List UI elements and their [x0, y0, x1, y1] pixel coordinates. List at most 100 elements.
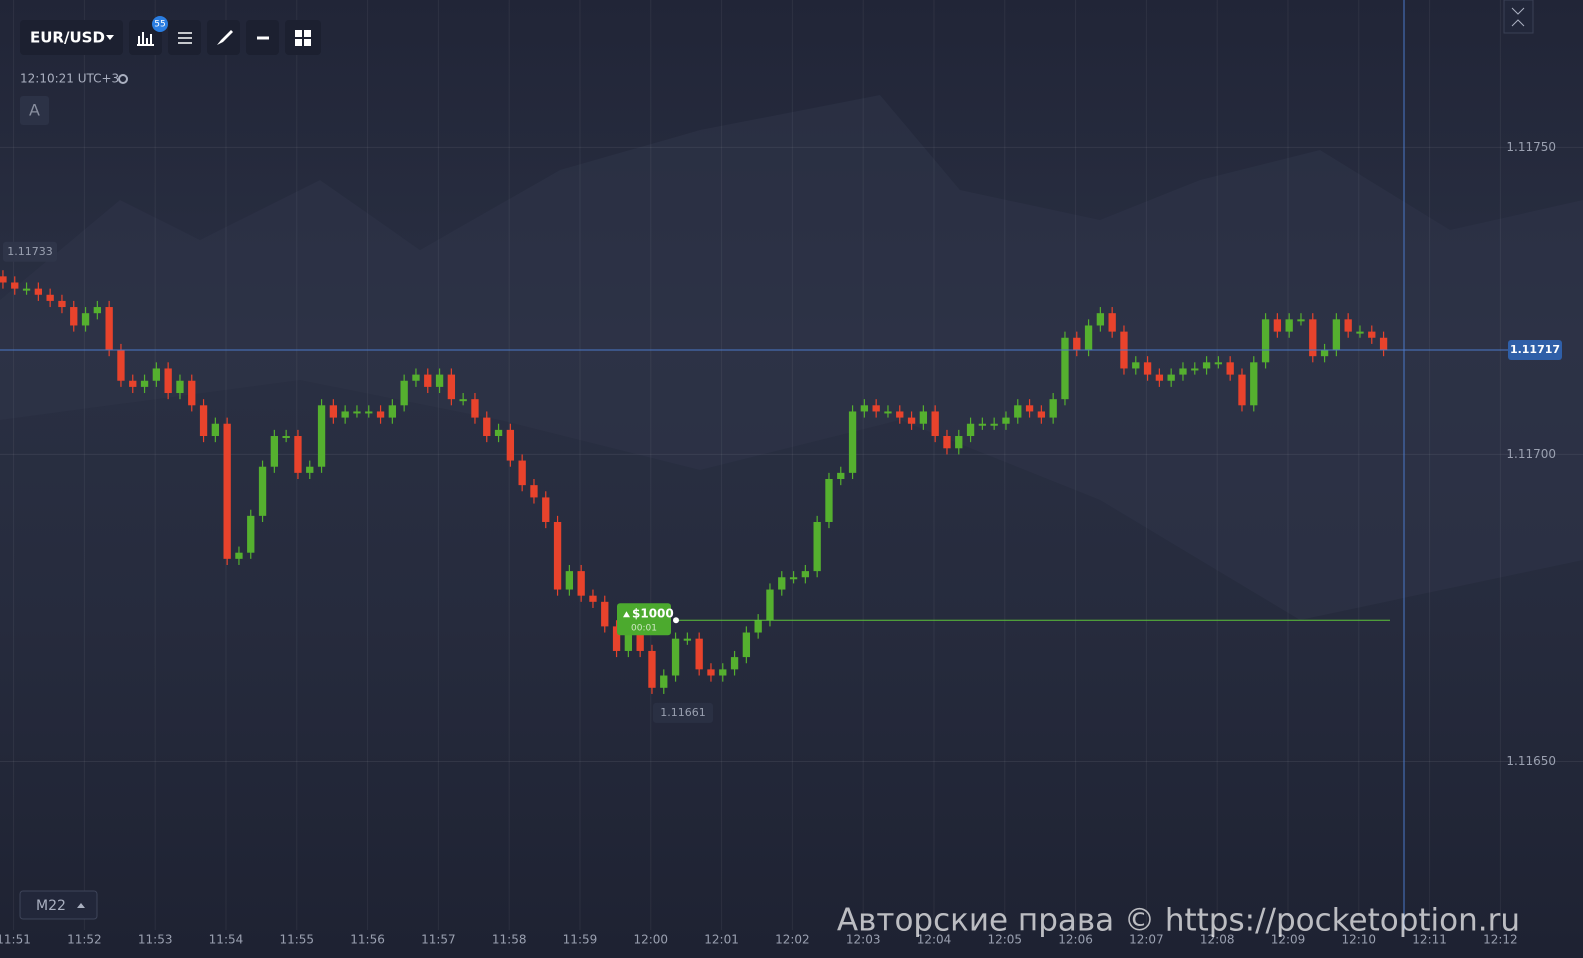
candle-body — [860, 405, 869, 412]
candle-body — [270, 436, 279, 467]
timeframe-button[interactable] — [19, 890, 98, 920]
candle-body — [494, 429, 503, 437]
collapse-button[interactable] — [1503, 0, 1534, 34]
candle-body — [872, 405, 880, 412]
candle-body — [553, 521, 562, 590]
x-tick-label: 12:06 — [1058, 933, 1093, 947]
candle-body — [400, 380, 408, 406]
candle-body — [990, 423, 998, 426]
candle-body — [1014, 405, 1022, 418]
candle-body — [695, 638, 703, 670]
symbol-button[interactable] — [20, 20, 123, 55]
candle-body — [1250, 362, 1258, 406]
candle-body — [943, 436, 951, 449]
candle-body — [211, 423, 220, 437]
timeframe-arrow — [77, 903, 85, 908]
current-price-label: 1.11717 — [1510, 343, 1560, 356]
candle-body — [93, 307, 102, 314]
candle-body — [542, 497, 550, 522]
candle-body — [1002, 417, 1010, 424]
candle-body — [1309, 319, 1317, 357]
candle-body — [435, 374, 444, 387]
candle-body — [105, 307, 113, 351]
x-tick-label: 12:03 — [846, 933, 881, 947]
candle-body — [22, 288, 31, 291]
candle-body — [353, 411, 361, 414]
candles — [0, 270, 1388, 694]
candle-body — [612, 626, 621, 651]
candle-body — [730, 657, 739, 670]
candle-body — [789, 577, 798, 580]
symbol: EUR/USD — [30, 29, 105, 47]
candle-body — [235, 552, 243, 559]
candle-body — [848, 411, 857, 473]
candle-body — [766, 589, 774, 621]
candle-body — [1202, 362, 1211, 369]
x-tick-label: 11:55 — [279, 933, 314, 947]
drawing-icon — [217, 30, 233, 45]
candle-body — [754, 620, 762, 633]
x-tick-label: 12:07 — [1129, 933, 1164, 947]
x-tick-label: 12:00 — [633, 933, 668, 947]
layout-button[interactable] — [285, 20, 321, 55]
y-tick-label: 1.11650 — [1506, 754, 1556, 768]
candle-body — [1356, 331, 1364, 334]
candle-body — [1214, 362, 1223, 365]
badge — [152, 16, 168, 32]
candle-body — [907, 417, 916, 424]
trade-amount: $1000 — [632, 607, 674, 621]
candle-body — [1344, 319, 1352, 332]
candle-body — [199, 405, 208, 437]
candle-body — [58, 300, 66, 308]
x-tick-label: 12:08 — [1200, 933, 1235, 947]
trade-arrow — [623, 611, 630, 618]
candle-body — [636, 632, 644, 651]
x-tick-label: 12:02 — [775, 933, 810, 947]
low-price-tag — [653, 702, 713, 723]
candle-body — [589, 595, 597, 602]
candle-body — [1261, 319, 1270, 363]
chart-type-icon — [137, 32, 154, 46]
candle-body — [81, 313, 90, 326]
candle-body — [317, 405, 326, 467]
candle-body — [1332, 319, 1341, 351]
candle-body — [1167, 374, 1175, 381]
candle-body — [282, 436, 290, 439]
candle-body — [1143, 362, 1152, 375]
drawing-tool-button[interactable] — [20, 96, 49, 125]
candle-body — [1191, 368, 1199, 371]
candle-body — [801, 571, 810, 578]
x-tick-label: 11:53 — [138, 933, 173, 947]
candle-body — [648, 650, 656, 688]
x-tick-label: 11:51 — [0, 933, 31, 947]
trade-tag — [617, 603, 671, 636]
x-tick-label: 12:01 — [704, 933, 739, 947]
marker-price-tag — [3, 241, 57, 262]
settings-icon[interactable] — [118, 74, 128, 84]
candle-body — [164, 368, 172, 394]
candle-body — [46, 294, 54, 301]
candle-body — [483, 417, 491, 437]
drawing-tool-label: A — [29, 101, 40, 120]
candle-body — [1108, 313, 1116, 332]
candle-body — [931, 411, 939, 437]
candle-body — [683, 638, 692, 641]
candle-body — [707, 669, 715, 676]
y-tick-label: 1.11750 — [1506, 140, 1556, 154]
candle-body — [671, 638, 680, 676]
x-tick-label: 12:10 — [1341, 933, 1376, 947]
candle-body — [884, 411, 892, 414]
candle-body — [117, 350, 125, 381]
timeframe: M22 — [36, 898, 66, 914]
layout-icon — [295, 30, 311, 46]
candle-body — [1238, 374, 1246, 406]
trade-point — [673, 617, 679, 624]
candle-body — [1084, 325, 1093, 351]
candle-body — [1037, 411, 1046, 418]
candle-body — [518, 460, 526, 486]
candle-body — [152, 368, 161, 381]
candle-body — [471, 399, 479, 418]
candle-body — [459, 399, 467, 402]
x-tick-label: 12:12 — [1483, 933, 1518, 947]
